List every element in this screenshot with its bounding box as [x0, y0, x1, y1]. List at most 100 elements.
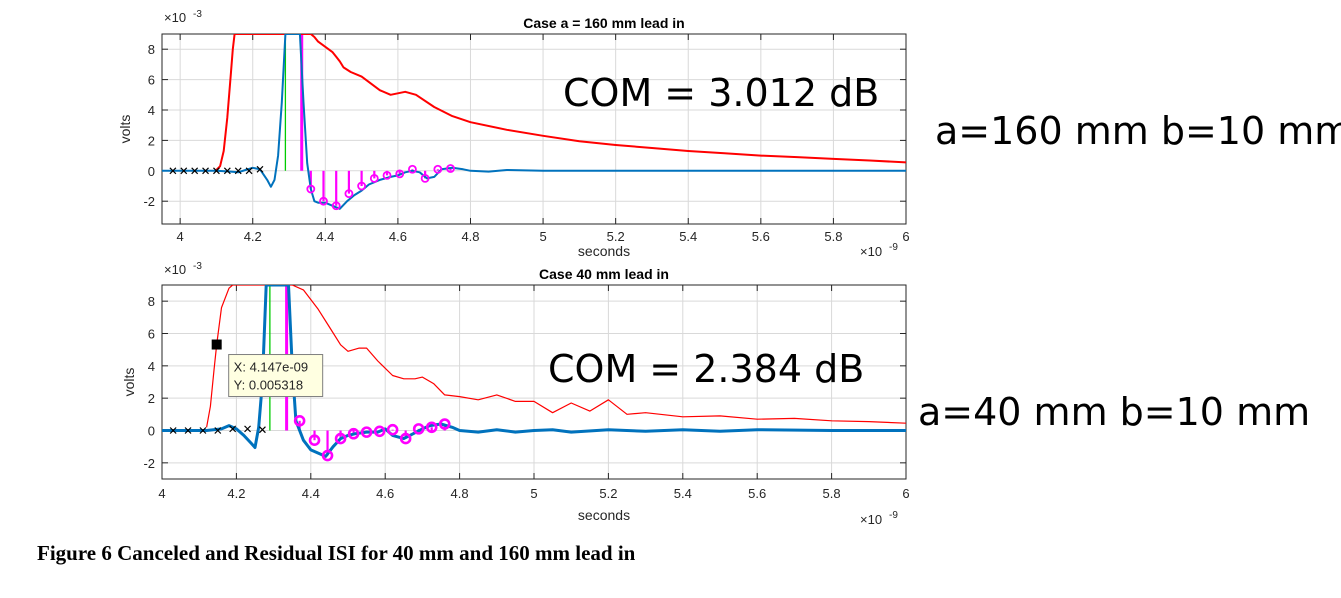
- datatip-box: [228, 354, 324, 398]
- isi-marker: [433, 164, 443, 174]
- y-tick-label: 2: [148, 391, 155, 406]
- y-tick-label: 0: [148, 424, 155, 439]
- x-tick-label: 5: [539, 229, 546, 244]
- x-tick-label: 4.6: [389, 229, 407, 244]
- precursor-marker-stroke: [199, 427, 207, 434]
- precursor-marker: [169, 167, 177, 175]
- chart-160mm: 4 4.2 4.4 4.6 4.8 5 5.2 5.4 5.6 5.8 6 -2 0 2 4 6 8 Case a…: [117, 9, 1341, 259]
- y-axis-label: volts: [121, 368, 137, 397]
- x-exponent-label: ×10: [860, 512, 882, 527]
- x-tick-label: 4.2: [227, 486, 245, 501]
- case-dimension-label: a=160 mm b=10 mm: [935, 109, 1341, 153]
- y-tick-label: -2: [143, 194, 155, 209]
- isi-marker: [395, 169, 405, 179]
- precursor-marker-stroke: [191, 167, 199, 175]
- precursor-marker-stroke: [259, 426, 266, 434]
- precursor-marker-stroke: [169, 167, 177, 175]
- precursor-marker: [184, 427, 192, 434]
- x-tick-label: 5.8: [823, 486, 841, 501]
- precursor-marker-stroke: [229, 425, 237, 433]
- precursor-marker: [256, 165, 264, 173]
- x-exponent-power: -9: [889, 242, 898, 253]
- isi-marker: [321, 449, 334, 462]
- plot-content: [162, 34, 906, 211]
- y-tick-label: -2: [143, 456, 155, 471]
- isi-marker: [412, 423, 425, 435]
- isi-marker: [386, 423, 399, 436]
- isi-marker: [308, 434, 321, 447]
- x-tick-label: 6: [902, 486, 909, 501]
- precursor-marker: [245, 167, 253, 175]
- precursor-marker-stroke: [180, 167, 188, 175]
- x-tick-label: 4.8: [451, 486, 469, 501]
- precursor-marker: [223, 167, 231, 175]
- x-tick-label: 5: [530, 486, 537, 501]
- precursor-marker-stroke: [214, 427, 222, 434]
- x-tick-label: 4.2: [244, 229, 262, 244]
- y-exponent-label: ×10: [164, 10, 186, 25]
- x-tick-label: 5.4: [674, 486, 692, 501]
- x-tick-label: 5.2: [607, 229, 625, 244]
- pulse-series-line: [162, 34, 906, 210]
- com-annotation: COM = 2.384 dB: [548, 347, 864, 391]
- precursor-marker: [199, 427, 207, 434]
- precursor-marker: [180, 167, 188, 175]
- datatip-x: X: 4.147e-09: [234, 360, 308, 375]
- precursor-marker-stroke: [223, 167, 231, 175]
- isi-marker: [369, 173, 379, 183]
- isi-marker: [373, 425, 386, 438]
- precursor-marker-stroke: [244, 425, 251, 433]
- y-tick-label: 4: [148, 103, 155, 118]
- precursor-marker-stroke: [213, 167, 220, 175]
- precursor-marker: [213, 167, 220, 175]
- precursor-marker-stroke: [245, 167, 253, 175]
- x-axis-label: seconds: [578, 243, 630, 259]
- precursor-marker: [214, 427, 222, 434]
- envelope-series-line: [215, 34, 906, 171]
- plot-area: [162, 34, 906, 224]
- y-tick-label: 6: [148, 73, 155, 88]
- x-tick-label: 4.4: [316, 229, 334, 244]
- isi-marker: [425, 421, 438, 434]
- precursor-marker-stroke: [184, 427, 192, 434]
- isi-marker: [331, 201, 341, 211]
- x-tick-label: 6: [902, 229, 909, 244]
- x-tick-label: 4.4: [302, 486, 320, 501]
- x-axis-label: seconds: [578, 507, 630, 523]
- x-tick-label: 4: [158, 486, 165, 501]
- y-exponent-label: ×10: [164, 262, 186, 277]
- precursor-marker-stroke: [202, 167, 209, 175]
- precursor-marker: [202, 167, 209, 175]
- precursor-marker: [191, 167, 199, 175]
- x-tick-label: 5.6: [752, 229, 770, 244]
- y-tick-label: 8: [148, 294, 155, 309]
- isi-marker: [357, 181, 367, 191]
- isi-marker: [334, 432, 347, 445]
- plot-content: [162, 285, 906, 462]
- x-tick-label: 4: [177, 229, 184, 244]
- y-axis-label: volts: [117, 115, 133, 144]
- chart-title: Case a = 160 mm lead in: [523, 15, 684, 31]
- x-exponent-label: ×10: [860, 244, 882, 259]
- case-dimension-label: a=40 mm b=10 mm: [918, 390, 1310, 434]
- axes-frame: [161, 33, 907, 225]
- precursor-marker: [169, 427, 177, 434]
- precursor-marker: [229, 425, 237, 433]
- y-tick-label: 2: [148, 133, 155, 148]
- datatip-y: Y: 0.005318: [234, 378, 303, 393]
- chart-40mm: 4 4.2 4.4 4.6 4.8 5 5.2 5.4 5.6 5.8 6 -2 0 2 4 6 8 Case 4…: [121, 261, 1310, 527]
- x-tick-label: 5.4: [679, 229, 697, 244]
- isi-marker: [399, 432, 412, 445]
- x-tick-label: 5.2: [599, 486, 617, 501]
- y-exponent-power: -3: [193, 261, 202, 272]
- isi-marker: [347, 427, 360, 440]
- precursor-marker: [234, 167, 242, 175]
- isi-marker: [420, 173, 430, 183]
- y-exponent-power: -3: [193, 9, 202, 20]
- envelope-series-line: [206, 285, 906, 428]
- isi-marker: [446, 164, 455, 173]
- precursor-marker: [259, 426, 266, 434]
- precursor-marker-stroke: [234, 167, 242, 175]
- isi-marker: [382, 170, 392, 180]
